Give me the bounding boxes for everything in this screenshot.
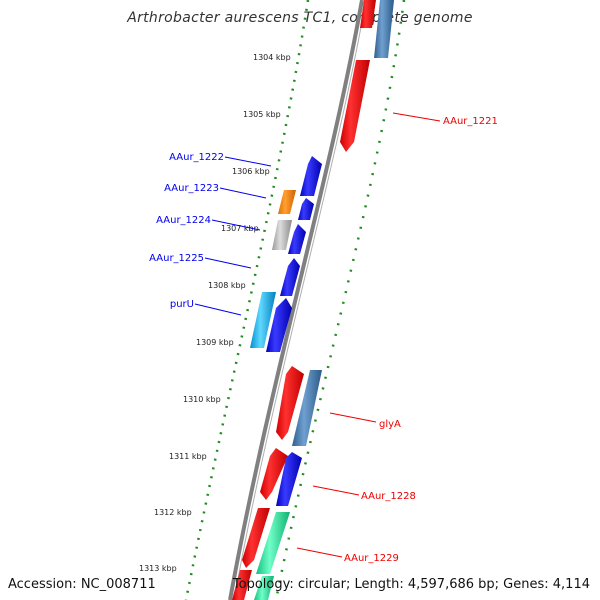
gene-top-red bbox=[360, 0, 376, 28]
label-aaur-1224[interactable]: AAur_1224 bbox=[156, 215, 211, 226]
tick-1304: 1304 kbp bbox=[253, 53, 291, 62]
leader-pur-u bbox=[194, 303, 242, 316]
tick-labels: 1304 kbp 1305 kbp 1306 kbp 1307 kbp 1308… bbox=[139, 53, 291, 573]
leader-aaur-1223 bbox=[219, 187, 267, 199]
tick-1307: 1307 kbp bbox=[221, 224, 259, 233]
accession-text: Accession: NC_008711 bbox=[8, 577, 156, 592]
genome-backbone-inner bbox=[233, 0, 367, 600]
genome-backbone bbox=[228, 0, 364, 600]
gene-aaur-1224[interactable] bbox=[272, 220, 292, 250]
label-aaur-1228[interactable]: AAur_1228 bbox=[361, 491, 416, 502]
label-aaur-1221[interactable]: AAur_1221 bbox=[443, 116, 498, 127]
label-pur-u[interactable]: purU bbox=[170, 299, 194, 310]
topology-text: Topology: circular; Length: 4,597,686 bp… bbox=[232, 577, 590, 592]
gene-red-bottom bbox=[232, 570, 252, 600]
gene-aaur-1224-blue[interactable] bbox=[288, 224, 306, 254]
gene-aaur-1228[interactable] bbox=[276, 452, 302, 506]
tick-1311: 1311 kbp bbox=[169, 452, 207, 461]
gene-mint-bottom bbox=[254, 576, 274, 600]
gene-aaur-1226-blue[interactable] bbox=[266, 298, 292, 352]
label-aaur-1222[interactable]: AAur_1222 bbox=[169, 152, 224, 163]
leader-aaur-1224 bbox=[211, 219, 261, 231]
tick-1312: 1312 kbp bbox=[154, 508, 192, 517]
label-aaur-1229[interactable]: AAur_1229 bbox=[344, 553, 399, 564]
gene-aaur-1221[interactable] bbox=[340, 60, 370, 152]
tick-1305: 1305 kbp bbox=[243, 110, 281, 119]
leader-gly-a bbox=[329, 412, 377, 423]
tick-1310: 1310 kbp bbox=[183, 395, 221, 404]
right-labels: AAur_1221 glyA AAur_1228 AAur_1229 bbox=[296, 112, 498, 564]
gene-red-lower-1 bbox=[276, 366, 304, 440]
gene-aaur-1223[interactable] bbox=[278, 190, 296, 214]
gene-gly-a[interactable] bbox=[292, 370, 322, 446]
label-aaur-1225[interactable]: AAur_1225 bbox=[149, 253, 204, 264]
leader-aaur-1229 bbox=[296, 547, 343, 558]
tick-1308: 1308 kbp bbox=[208, 281, 246, 290]
gene-aaur-1229[interactable] bbox=[256, 512, 290, 574]
tick-1313: 1313 kbp bbox=[139, 564, 177, 573]
leader-aaur-1221 bbox=[392, 112, 441, 122]
gene-pur-u[interactable] bbox=[250, 292, 276, 348]
label-gly-a[interactable]: glyA bbox=[379, 419, 401, 430]
tick-1306: 1306 kbp bbox=[232, 167, 270, 176]
gene-aaur-1225[interactable] bbox=[280, 258, 300, 296]
gene-aaur-1222[interactable] bbox=[300, 156, 322, 196]
leader-aaur-1222 bbox=[224, 156, 272, 167]
gene-aaur-1223-blue[interactable] bbox=[298, 198, 314, 220]
gene-top-steel bbox=[374, 0, 394, 58]
left-labels: AAur_1222 AAur_1223 AAur_1224 AAur_1225 … bbox=[149, 152, 272, 316]
outer-dotted-ring bbox=[274, 0, 406, 600]
tick-1309: 1309 kbp bbox=[196, 338, 234, 347]
gene-red-lower-3 bbox=[242, 508, 270, 568]
leader-aaur-1228 bbox=[312, 485, 360, 496]
label-aaur-1223[interactable]: AAur_1223 bbox=[164, 183, 219, 194]
leader-aaur-1225 bbox=[204, 257, 252, 269]
gene-red-lower-2 bbox=[260, 448, 288, 500]
